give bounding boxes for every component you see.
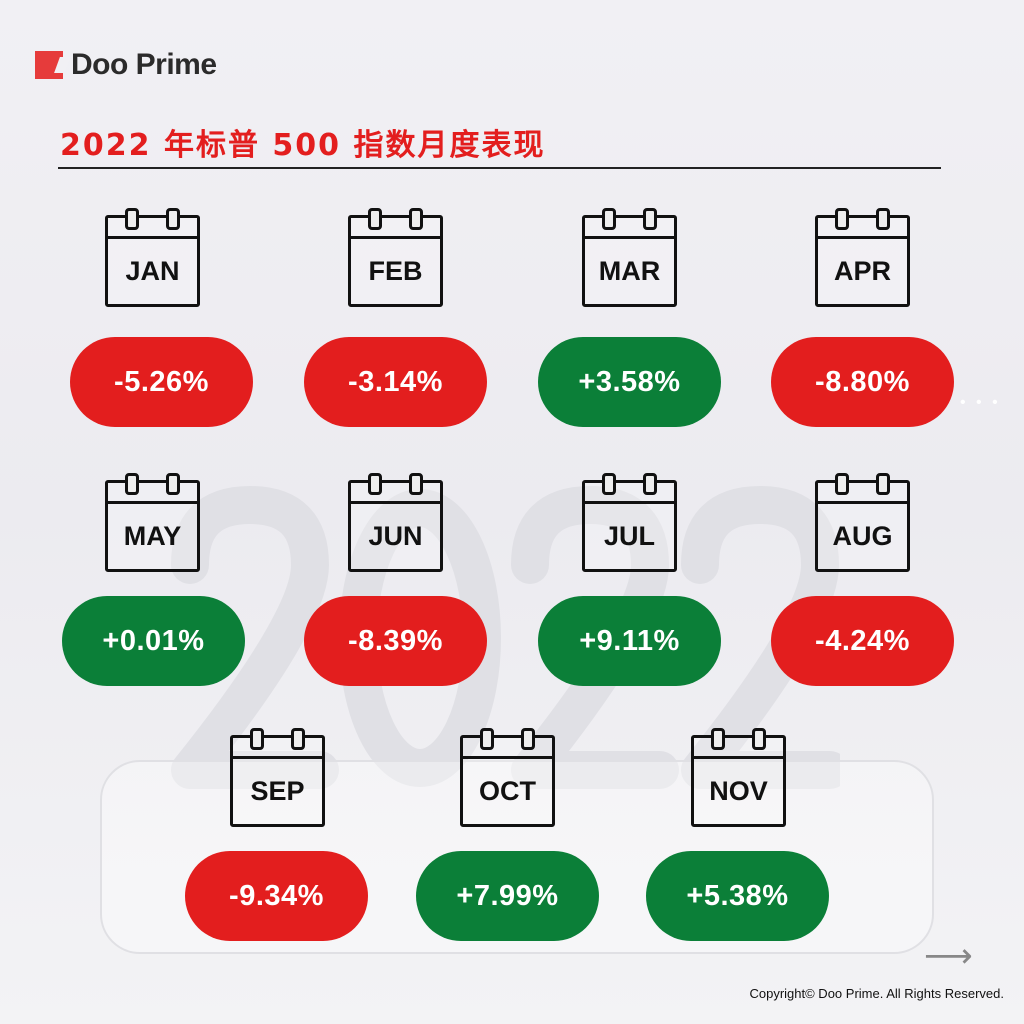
calendar-icon: JAN: [105, 208, 200, 307]
calendar-ring: [835, 473, 849, 495]
calendar-ring: [166, 208, 180, 230]
calendar-body: [815, 215, 910, 307]
calendar-header-line: [348, 501, 443, 504]
calendar-header-line: [815, 236, 910, 239]
month-label: JUL: [603, 521, 655, 551]
calendar-icon: SEP: [230, 728, 325, 827]
calendar-ring: [480, 728, 494, 750]
month-change-badge: -9.34%: [185, 851, 368, 941]
calendar-header-line: [348, 236, 443, 239]
month-label: AUG: [832, 521, 893, 551]
dots-decoration: • • •: [960, 394, 1001, 411]
calendar-header-line: [582, 501, 677, 504]
calendar-header-line: [105, 501, 200, 504]
calendar-ring: [602, 473, 616, 495]
month-change-badge: +7.99%: [416, 851, 599, 941]
calendar-ring: [602, 208, 616, 230]
logo-mark-icon: [35, 51, 63, 79]
calendar-icon: AUG: [815, 473, 910, 572]
calendar-icon: OCT: [460, 728, 555, 827]
month-label: MAR: [598, 256, 661, 286]
month-change-badge: +5.38%: [646, 851, 829, 941]
month-label: OCT: [479, 776, 536, 806]
month-change-badge: -5.26%: [70, 337, 253, 427]
month-change-badge: +9.11%: [538, 596, 721, 686]
calendar-ring: [368, 473, 382, 495]
calendar-body: [105, 215, 200, 307]
calendar-ring: [368, 208, 382, 230]
calendar-ring: [521, 728, 535, 750]
month-label: FEB: [368, 256, 423, 286]
month-label: JUN: [368, 521, 423, 551]
calendar-header-line: [230, 756, 325, 759]
calendar-ring: [409, 208, 423, 230]
calendar-ring: [291, 728, 305, 750]
calendar-header-line: [460, 756, 555, 759]
month-change-badge: -4.24%: [771, 596, 954, 686]
calendar-ring: [250, 728, 264, 750]
calendar-body: [348, 215, 443, 307]
calendar-header-line: [815, 501, 910, 504]
calendar-body: [230, 735, 325, 827]
month-change-badge: +0.01%: [62, 596, 245, 686]
calendar-ring: [643, 473, 657, 495]
page-title: 2022 年标普 500 指数月度表现: [60, 128, 546, 163]
calendar-ring: [166, 473, 180, 495]
calendar-icon: MAY: [105, 473, 200, 572]
calendar-icon: MAR: [582, 208, 677, 307]
calendar-body: [815, 480, 910, 572]
calendar-ring: [835, 208, 849, 230]
calendar-header-line: [582, 236, 677, 239]
calendar-body: [460, 735, 555, 827]
month-label: SEP: [250, 776, 305, 806]
calendar-ring: [409, 473, 423, 495]
month-label: APR: [833, 256, 891, 286]
calendar-ring: [125, 473, 139, 495]
digit-2-shape: [171, 486, 339, 789]
brand-logo: Doo Prime: [35, 48, 217, 82]
calendar-ring: [711, 728, 725, 750]
copyright: Copyright© Doo Prime. All Rights Reserve…: [749, 986, 1004, 1001]
calendar-body: [691, 735, 786, 827]
month-change-badge: -8.39%: [304, 596, 487, 686]
calendar-body: [582, 215, 677, 307]
calendar-icon: JUN: [348, 473, 443, 572]
brand-name: Doo Prime: [71, 48, 217, 81]
month-change-badge: +3.58%: [538, 337, 721, 427]
month-label: NOV: [709, 776, 768, 806]
title-divider: [58, 167, 941, 169]
calendar-header-line: [691, 756, 786, 759]
month-label: JAN: [125, 256, 180, 286]
arrow-right-icon[interactable]: ⟶: [924, 937, 973, 975]
month-change-badge: -3.14%: [304, 337, 487, 427]
month-change-badge: -8.80%: [771, 337, 954, 427]
month-label: MAY: [123, 521, 182, 551]
calendar-icon: NOV: [691, 728, 786, 827]
calendar-ring: [752, 728, 766, 750]
calendar-icon: JUL: [582, 473, 677, 572]
calendar-icon: FEB: [348, 208, 443, 307]
calendar-body: [348, 480, 443, 572]
calendar-body: [105, 480, 200, 572]
calendar-ring: [876, 208, 890, 230]
calendar-header-line: [105, 236, 200, 239]
calendar-icon: APR: [815, 208, 910, 307]
calendar-body: [582, 480, 677, 572]
calendar-ring: [125, 208, 139, 230]
calendar-ring: [876, 473, 890, 495]
calendar-ring: [643, 208, 657, 230]
